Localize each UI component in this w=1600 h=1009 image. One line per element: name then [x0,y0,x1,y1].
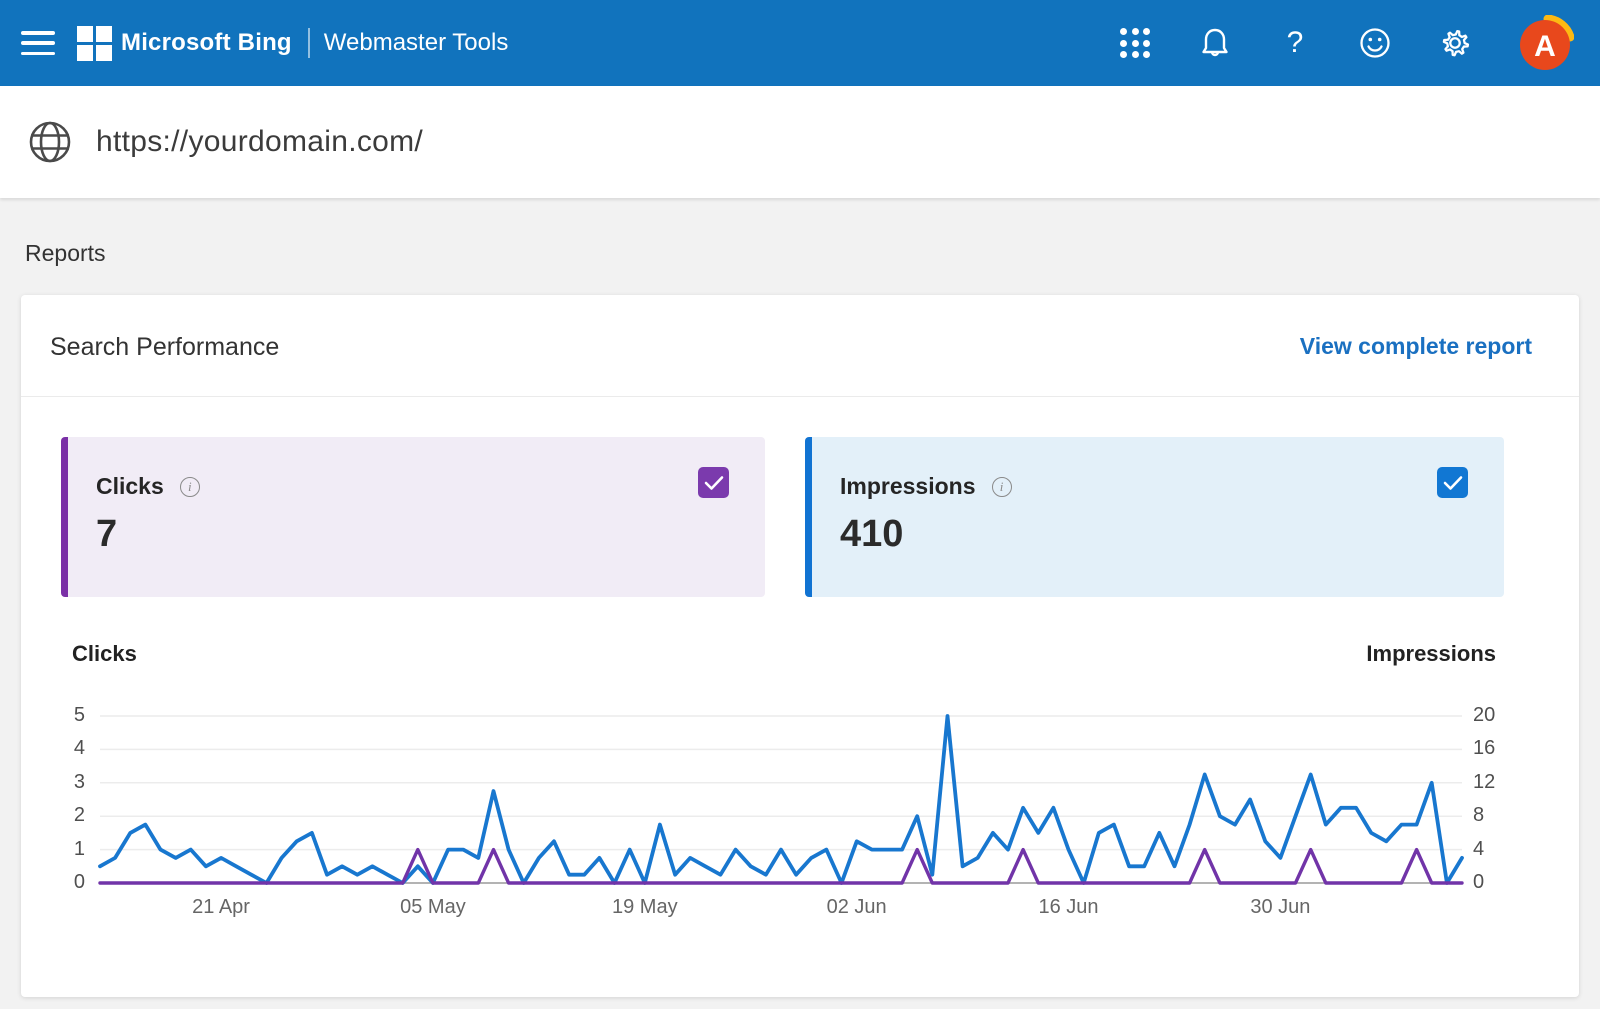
x-tick-02-jun: 02 Jun [826,896,887,918]
impressions-checkbox[interactable] [1437,467,1468,498]
impressions-info-icon[interactable]: i [991,476,1012,497]
settings-gear-icon[interactable] [1438,26,1472,60]
x-tick-30-jun: 30 Jun [1250,896,1311,918]
impressions-metric-tile[interactable]: Impressions i 410 [805,437,1504,597]
top-app-bar: Microsoft Bing Webmaster Tools ? [0,0,1600,86]
account-avatar[interactable]: A [1518,14,1575,71]
view-complete-report-link[interactable]: View complete report [1299,333,1532,359]
left-tick-3: 3 [73,770,85,793]
right-tick-16: 16 [1473,737,1496,760]
search-performance-card: Search Performance View complete report … [21,295,1579,997]
left-tick-2: 2 [73,804,85,827]
help-icon[interactable]: ? [1286,26,1304,59]
x-tick-16-jun: 16 Jun [1038,896,1099,918]
x-tick-19-may: 19 May [612,896,678,918]
site-url[interactable]: https://yourdomain.com/ [96,125,424,158]
card-header: Search Performance View complete report [21,295,1579,397]
series-clicks-line [98,847,1464,885]
performance-line-chart[interactable] [98,714,1464,885]
clicks-checkbox[interactable] [698,467,729,498]
right-tick-12: 12 [1473,770,1496,793]
right-axis-title: Impressions [1366,641,1496,666]
card-title: Search Performance [50,333,280,361]
impressions-metric-value: 410 [840,513,904,555]
clicks-metric-tile[interactable]: Clicks i 7 [61,437,765,597]
page-title: Reports [25,240,106,266]
x-tick-21-apr: 21 Apr [192,896,250,918]
right-tick-20: 20 [1473,704,1496,726]
clicks-metric-value: 7 [96,513,118,555]
left-tick-4: 4 [73,737,85,760]
notifications-bell-icon[interactable] [1198,26,1232,60]
avatar-initial: A [1534,30,1556,63]
microsoft-logo-icon [77,26,112,61]
right-tick-0: 0 [1473,871,1485,893]
brand-name: Microsoft Bing [121,29,292,56]
feedback-smiley-icon[interactable] [1358,26,1392,60]
series-impressions-line [98,714,1464,885]
app-launcher-icon[interactable] [1118,26,1152,60]
right-tick-4: 4 [1473,837,1485,860]
left-axis-title: Clicks [72,641,137,666]
left-tick-5: 5 [73,704,85,726]
left-tick-1: 1 [73,837,85,860]
globe-icon [29,121,71,163]
x-tick-05-may: 05 May [400,896,466,918]
impressions-metric-label: Impressions [840,473,976,499]
left-tick-0: 0 [73,871,85,893]
site-selector-bar: https://yourdomain.com/ [0,86,1600,198]
clicks-metric-label: Clicks [96,473,164,499]
hamburger-menu-icon[interactable] [21,31,55,55]
brand-divider [307,28,310,58]
right-tick-8: 8 [1473,804,1485,827]
clicks-info-icon[interactable]: i [179,476,200,497]
product-name: Webmaster Tools [323,29,509,56]
